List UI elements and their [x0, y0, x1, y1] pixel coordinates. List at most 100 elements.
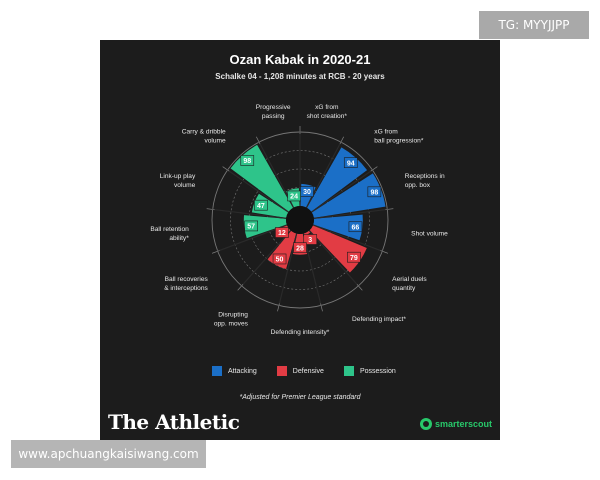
spoke-tick [206, 208, 215, 210]
bar-10 [251, 193, 289, 218]
category-label-12: Progressive passing [256, 104, 291, 120]
category-label-line: xG from [315, 104, 339, 111]
legend-item-attacking: Attacking [212, 364, 257, 378]
value-label-4: 79 [350, 255, 358, 262]
value-label-bg [244, 220, 258, 232]
value-label-12: 24 [290, 194, 298, 201]
spoke-tick [380, 250, 388, 254]
spoke-tick [370, 166, 378, 172]
legend-label: Defensive [292, 367, 324, 375]
legend-label: Possession [359, 367, 396, 375]
value-label-0: 30 [303, 189, 311, 196]
spoke-tick [212, 250, 220, 254]
value-label-bg [254, 199, 268, 211]
category-label-line: Ball recoveries [165, 276, 209, 283]
category-label-line: shot creation* [307, 113, 348, 120]
category-label-line: Receptions in [405, 173, 445, 180]
bar-3 [313, 214, 363, 241]
value-label-9: 57 [247, 224, 255, 231]
category-label-line: Progressive [256, 104, 291, 111]
value-label-bg [275, 227, 289, 238]
value-label-7: 50 [276, 257, 284, 264]
category-label-line: Aerial duels [392, 276, 427, 283]
category-label-line: passing [262, 113, 285, 120]
spoke-tick [339, 136, 344, 144]
value-label-5: 3 [308, 237, 312, 244]
watermark-tag: TG: MYYJJPP [479, 11, 589, 39]
spoke-line [299, 136, 345, 221]
value-label-bg [343, 157, 358, 168]
spoke-line [276, 219, 301, 312]
category-label-line: Carry & dribble [182, 129, 226, 136]
category-label-7: Disrupting opp. moves [214, 312, 249, 328]
grid-circle [230, 150, 370, 290]
category-label-5: Defending impact* [352, 316, 406, 323]
category-label-line: quantity [392, 285, 416, 292]
value-label-bg [367, 186, 382, 198]
category-label-1: xG from ball progression* [374, 129, 424, 145]
category-label-6: Defending intensity* [271, 329, 330, 336]
value-label-6: 28 [296, 245, 304, 252]
value-label-bg [347, 251, 361, 263]
category-label-line: xG from [374, 129, 398, 136]
category-label-line: opp. box [405, 182, 431, 189]
category-label-line: Defending intensity* [271, 329, 330, 336]
spoke-line [299, 166, 378, 221]
spoke-line [222, 166, 301, 221]
category-label-line: & interceptions [164, 285, 208, 292]
spoke-line [237, 219, 301, 291]
chart-card: 30 94 98 66 79 3 28 50 12 57 47 98 24 xG from shot cre… [100, 40, 500, 440]
category-label-3: Shot volume [411, 231, 448, 238]
category-label-11: Carry & dribble volume [182, 129, 226, 145]
legend-swatch [343, 366, 354, 376]
legend-item-defensive: Defensive [276, 364, 324, 378]
spoke-tick [256, 136, 261, 144]
spoke-tick [277, 303, 280, 312]
value-label-bg [348, 221, 363, 233]
spoke-line [299, 219, 363, 291]
value-label-10: 47 [257, 203, 265, 210]
legend: Attacking Defensive Possession [212, 364, 396, 378]
spoke-tick [237, 284, 244, 291]
spoke-line [211, 219, 301, 254]
value-label-bg [293, 242, 307, 254]
value-label-bg [287, 190, 301, 202]
value-label-8: 12 [278, 230, 286, 237]
category-label-line: Shot volume [411, 231, 448, 238]
polar-chart: 30 94 98 66 79 3 28 50 12 57 47 98 24 xG from shot cre… [150, 104, 448, 336]
category-label-line: Ball retention [150, 226, 189, 233]
legend-swatch [276, 366, 287, 376]
value-label-bg [240, 155, 255, 166]
the-athletic-logo: The Athletic [108, 410, 240, 434]
value-label-2: 98 [370, 189, 378, 196]
category-label-line: opp. moves [214, 321, 249, 328]
spoke-tick [356, 284, 363, 291]
category-label-line: ability* [169, 235, 189, 242]
category-label-10: Link-up play volume [160, 173, 196, 189]
category-label-line: volume [174, 182, 196, 189]
category-label-0: xG from shot creation* [307, 104, 348, 120]
category-label-8: Ball recoveries & interceptions [164, 276, 208, 292]
category-label-line: ball progression* [374, 138, 424, 145]
category-label-line: Disrupting [218, 312, 248, 319]
spoke-line [299, 219, 389, 254]
spoke-line [255, 136, 301, 221]
chart-subtitle: Schalke 04 - 1,208 minutes at RCB - 20 y… [215, 72, 385, 81]
footnote: *Adjusted for Premier League standard [239, 394, 361, 401]
category-label-9: Ball retention ability* [150, 226, 189, 242]
smarterscout-label: smarterscout [434, 419, 492, 429]
center-hub [286, 206, 314, 234]
value-label-bg [272, 253, 287, 265]
category-label-line: volume [204, 138, 226, 145]
spoke-line [206, 208, 301, 221]
spoke-tick [320, 303, 323, 312]
category-label-2: Receptions in opp. box [405, 173, 445, 189]
value-label-1: 94 [347, 160, 355, 167]
smarterscout-logo: smarterscout [419, 418, 492, 430]
legend-label: Attacking [228, 367, 257, 375]
bar-2 [311, 173, 386, 218]
spoke-tick [222, 166, 230, 172]
category-label-4: Aerial duels quantity [392, 276, 427, 292]
value-label-11: 98 [243, 158, 251, 165]
value-label-3: 66 [352, 224, 360, 231]
